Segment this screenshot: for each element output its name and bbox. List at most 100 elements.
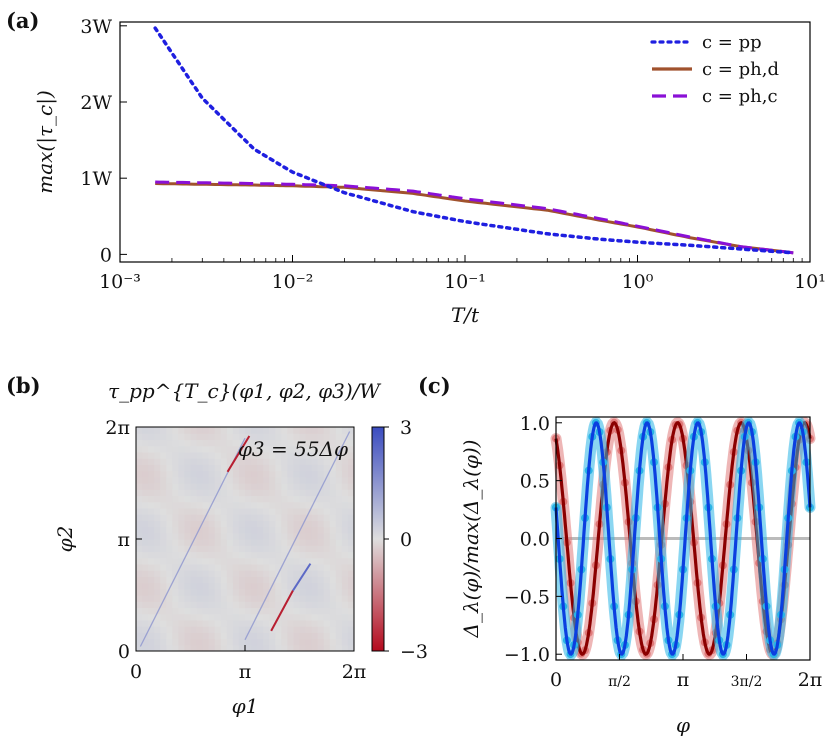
heatmap-cell (299, 464, 307, 472)
heatmap-cell (245, 557, 252, 565)
heatmap-cell (293, 570, 301, 577)
heatmap-cell (166, 526, 173, 534)
heatmap-cell (293, 514, 301, 521)
heatmap-cell (166, 619, 173, 627)
y-tick-label: 3W (80, 16, 112, 38)
heatmap-cell (208, 464, 216, 472)
heatmap-cell (335, 563, 343, 571)
heatmap-cell (238, 539, 246, 546)
c-x-tick-label: π (677, 669, 690, 691)
heatmap-cell (148, 433, 155, 441)
heatmap-cell (196, 489, 204, 497)
heatmap-cell (269, 576, 276, 584)
heatmap-cell (148, 476, 155, 484)
heatmap-cell (136, 520, 143, 528)
c-x-tick-label: 0 (550, 669, 562, 691)
heatmap-cell (232, 563, 240, 571)
heatmap-cell (196, 476, 204, 484)
heatmap-cell (311, 638, 319, 646)
heatmap-cell (251, 638, 258, 646)
heatmap-cell (238, 526, 246, 534)
heatmap-cell (275, 607, 282, 615)
heatmap-cell (281, 445, 288, 453)
heatmap-cell (184, 501, 192, 509)
heatmap-cell (299, 495, 307, 503)
heatmap-cell (226, 588, 234, 596)
heatmap-cell (166, 595, 173, 602)
heatmap-cell (263, 626, 270, 633)
series-line-1 (155, 182, 794, 255)
heatmap-cell (202, 507, 210, 515)
heatmap-cell (178, 545, 186, 553)
heatmap-cell (232, 613, 240, 621)
heatmap-cell (148, 532, 155, 540)
heatmap-cell (329, 551, 337, 559)
heatmap-cell (196, 433, 204, 441)
heatmap-cell (251, 507, 258, 515)
heatmap-cell (220, 470, 228, 478)
heatmap-cell (275, 601, 282, 609)
heatmap-cell (154, 595, 161, 602)
heatmap-cell (311, 458, 319, 465)
heatmap-cell (178, 551, 186, 559)
heatmap-cell (347, 520, 354, 528)
heatmap-cell (311, 557, 319, 565)
heatmap-cell (190, 582, 198, 590)
heatmap-cell (232, 433, 240, 441)
heatmap-cell (245, 439, 252, 447)
heatmap-cell (160, 445, 167, 453)
heatmap-cell (263, 632, 270, 640)
heatmap-cell (281, 451, 288, 459)
heatmap-cell (154, 613, 161, 621)
heatmap-cell (341, 551, 349, 559)
heatmap-cell (178, 582, 186, 590)
heatmap-cell (142, 619, 149, 627)
heatmap-cell (299, 613, 307, 621)
heatmap-cell (245, 607, 252, 615)
heatmap-cell (154, 464, 161, 472)
heatmap-cell (305, 601, 313, 609)
heatmap-cell (299, 607, 307, 615)
heatmap-cell (269, 427, 276, 434)
heatmap-cell (275, 483, 282, 490)
heatmap-cell (293, 563, 301, 571)
heatmap-cell (136, 595, 143, 602)
heatmap-cell (335, 501, 343, 509)
heatmap-cell (257, 588, 264, 596)
heatmap-cell (341, 588, 349, 596)
heatmap-cell (305, 532, 313, 540)
heatmap-cell (226, 601, 234, 609)
heatmap-cell (202, 526, 210, 534)
heatmap-cell (263, 619, 270, 627)
heatmap-cell (172, 607, 179, 615)
heatmap-cell (160, 626, 167, 633)
heatmap-cell (172, 458, 179, 465)
heatmap-cell (299, 507, 307, 515)
heatmap-cell (196, 588, 204, 596)
y-tick-label: 1W (80, 168, 112, 190)
heatmap-cell (305, 619, 313, 627)
heatmap-cell (293, 433, 301, 441)
heatmap-cell (245, 613, 252, 621)
heatmap-y-label: φ2 (53, 526, 77, 553)
heatmap-cell (172, 476, 179, 484)
heatmap-cell (154, 483, 161, 490)
heatmap-cell (136, 526, 143, 534)
heatmap-cell (148, 495, 155, 503)
heatmap-cell (251, 539, 258, 546)
heatmap-cell (251, 626, 258, 633)
c-y-tick-label: −0.5 (504, 586, 550, 608)
heatmap-cell (281, 433, 288, 441)
heatmap-cell (251, 433, 258, 441)
heatmap-cell (208, 557, 216, 565)
heatmap-cell (281, 644, 288, 651)
heatmap-cell (335, 638, 343, 646)
heatmap-cell (317, 632, 325, 640)
heatmap-cell (317, 470, 325, 478)
heatmap-cell (202, 557, 210, 565)
heatmap-cell (275, 557, 282, 565)
heatmap-cell (142, 545, 149, 553)
heatmap-cell (232, 520, 240, 528)
heatmap-cell (202, 545, 210, 553)
